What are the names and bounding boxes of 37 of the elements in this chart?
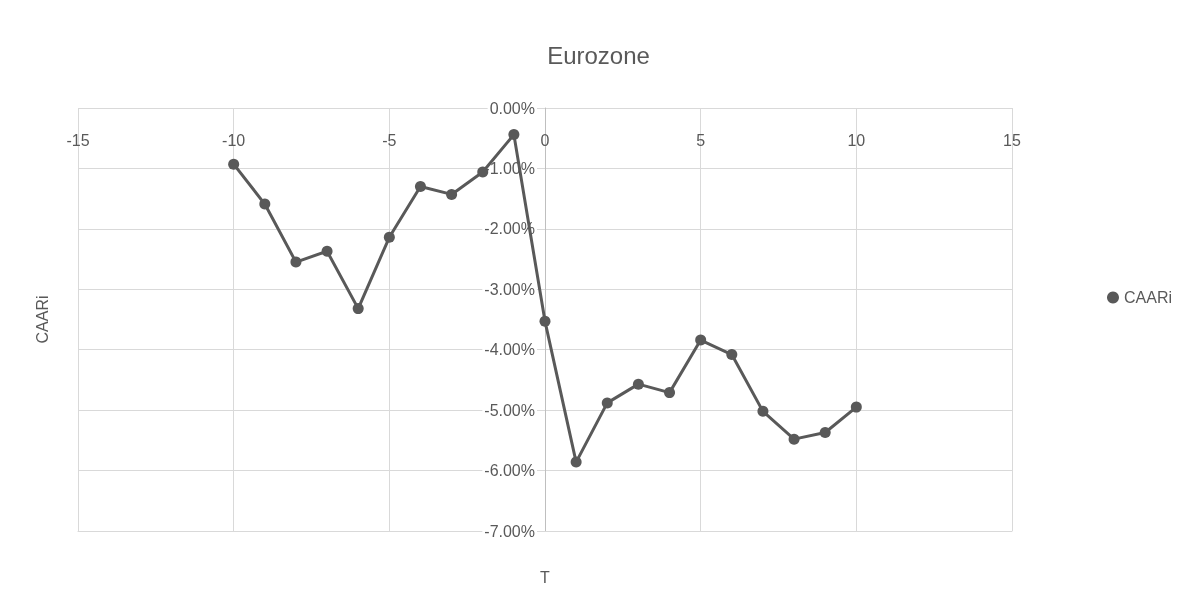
legend-label: CAARi [1123,289,1173,306]
x-tick-label: 5 [696,131,706,149]
point [539,315,551,327]
x-tick-label: -15 [66,131,90,149]
y-tick-label: -4.00% [484,341,535,359]
chart-title: Eurozone [547,41,650,69]
point [414,181,426,193]
point [632,378,644,390]
point [383,231,395,243]
x-tick-label: -5 [382,131,397,149]
point [788,433,800,445]
point [321,245,333,257]
x-tick-label: 15 [1003,131,1021,149]
x-tick-label: 0 [540,131,550,149]
x-axis-title: T [540,568,551,586]
point [757,405,769,417]
point [726,349,738,361]
x-tick-label: 10 [847,131,866,149]
point [664,387,676,399]
point [819,427,831,438]
y-axis-title: CAARi [33,295,51,344]
point [352,303,364,315]
y-tick-label: 0.00% [489,99,535,117]
point [259,198,271,210]
point [601,397,613,409]
x-tick-label: -10 [222,131,246,149]
point [695,334,707,346]
point [570,456,582,468]
point [446,188,458,200]
y-tick-label: -5.00% [484,401,535,419]
point [508,129,520,141]
point [850,401,862,413]
y-tick-label: -3.00% [484,280,535,298]
point [290,256,302,268]
point [228,158,240,170]
y-tick-label: -6.00% [484,462,535,480]
y-tick-label: -7.00% [484,522,535,540]
